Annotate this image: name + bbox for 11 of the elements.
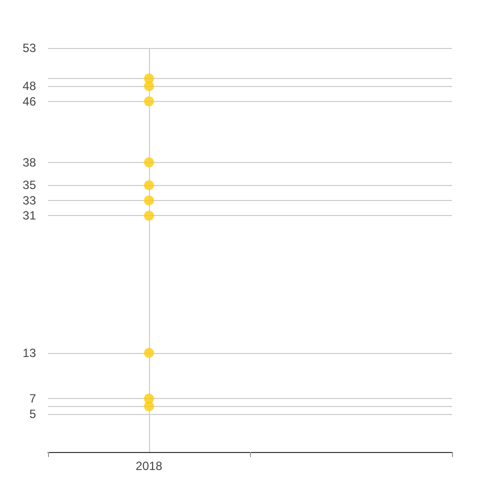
y-tick-label: 7 [29, 392, 36, 406]
y-tick-label: 48 [22, 79, 36, 94]
y-tick-label: 46 [22, 94, 36, 108]
y-tick-label: 33 [22, 193, 36, 208]
x-tick-label: 2018 [136, 459, 163, 473]
y-tick-label: 53 [22, 41, 36, 55]
y-tick-label: 31 [22, 208, 36, 223]
y-tick-label: 13 [22, 346, 36, 360]
y-tick-label: 38 [22, 155, 36, 170]
y-tick-label: 5 [29, 406, 36, 421]
y-tick-label: 35 [22, 178, 36, 192]
